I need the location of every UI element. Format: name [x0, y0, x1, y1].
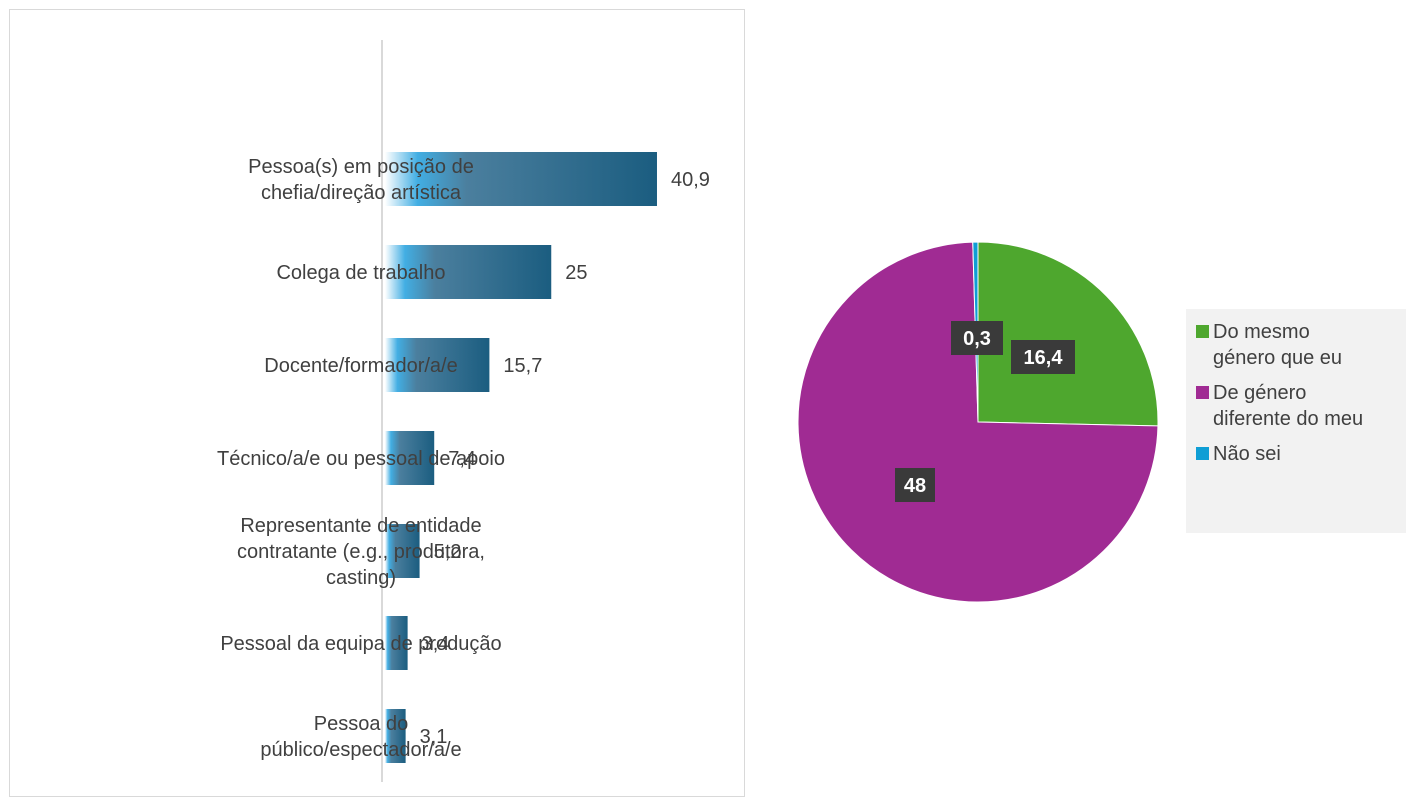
bar: [385, 616, 408, 670]
legend-label-line: Do mesmo: [1213, 321, 1310, 343]
legend-item: De género diferente do meu: [1196, 380, 1406, 432]
legend-item: Não sei: [1196, 441, 1406, 467]
legend-swatch: [1196, 386, 1209, 399]
pie-value-label: 16,4: [1024, 347, 1064, 369]
bar: [385, 709, 406, 763]
bar: [385, 152, 657, 206]
pie-label-box: [1011, 340, 1075, 374]
category-label: Pessoal da equipa de produção: [220, 633, 501, 655]
bar-value-label: 5,2: [434, 541, 462, 563]
category-label: Colega de trabalho: [276, 262, 445, 284]
legend-swatch: [1196, 325, 1209, 338]
category-label: Técnico/a/e ou pessoal de apoio: [217, 448, 505, 470]
legend-label: De género diferente do meu: [1213, 380, 1363, 432]
bar: [385, 245, 552, 299]
bar-value-label: 25: [565, 262, 587, 284]
legend-label-line: género que eu: [1213, 347, 1343, 369]
pie-slice: [972, 241, 979, 423]
legend-label: Do mesmo género que eu: [1213, 319, 1342, 371]
bar-chart: 40,9 Pessoa(s) em posição de chefia/direçã…: [217, 40, 710, 782]
pie-legend: Do mesmo género que eu De género diferente …: [1186, 309, 1406, 533]
legend-label-line: De género: [1213, 382, 1307, 404]
legend-item: Do mesmo género que eu: [1196, 319, 1406, 371]
category-label: Pessoa(s) em posição de chefia/direção ar…: [248, 156, 474, 204]
pie-value-label: 0,3: [963, 328, 991, 350]
bar-chart-panel: 40,9 Pessoa(s) em posição de chefia/direçã…: [9, 9, 745, 797]
pie-slice: [797, 241, 1159, 603]
legend-label: Não sei: [1213, 441, 1281, 467]
bar-value-label: 40,9: [671, 169, 710, 191]
category-label: Docente/formador/a/e: [264, 355, 457, 377]
category-label: Pessoa do público/espectador/a/e: [260, 713, 461, 761]
bar-value-label: 3,4: [422, 633, 450, 655]
bar: [385, 524, 420, 578]
bar: [385, 431, 435, 485]
category-label: Representante de entidade contratante (e.…: [237, 515, 485, 589]
bar-value-label: 15,7: [503, 355, 542, 377]
bar-value-label: 7,4: [448, 448, 476, 470]
pie-label-box: [951, 321, 1003, 355]
pie-value-label: 48: [904, 475, 926, 497]
legend-label-line: diferente do meu: [1213, 408, 1364, 430]
pie-label-box: [895, 468, 935, 502]
bar-value-label: 3,1: [420, 726, 448, 748]
legend-label-line: Não sei: [1213, 443, 1281, 465]
bar: [385, 338, 490, 392]
pie-slice: [977, 241, 1159, 427]
legend-swatch: [1196, 447, 1209, 460]
